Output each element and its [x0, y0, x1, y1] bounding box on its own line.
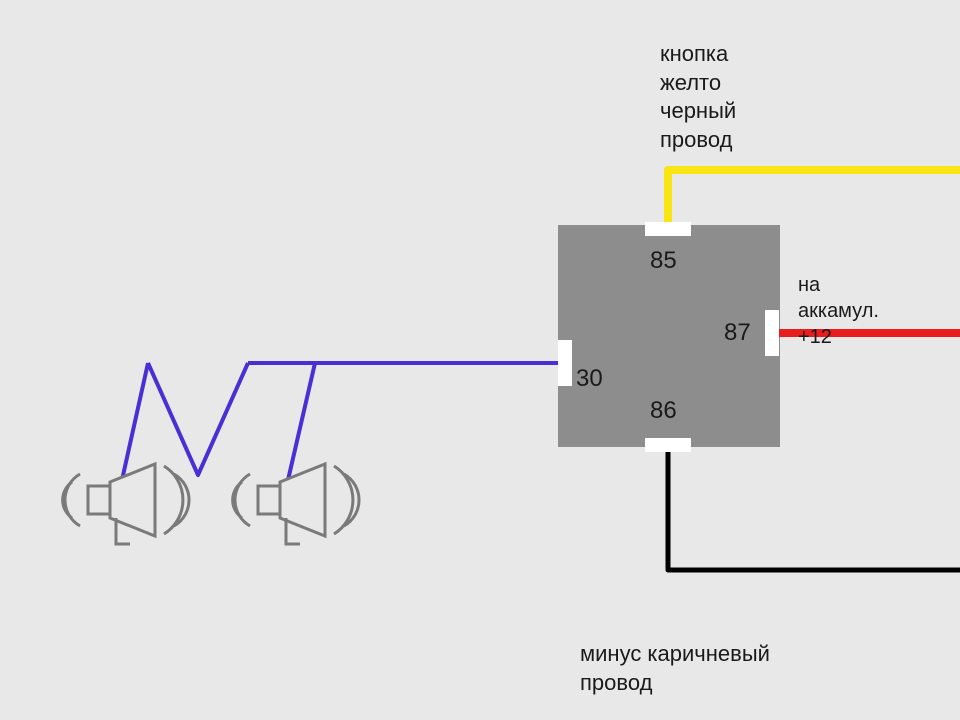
relay-terminal-top — [645, 222, 691, 236]
wire-yellow — [668, 170, 960, 222]
relay-terminal-left — [558, 340, 572, 386]
relay-pin-87: 87 — [724, 319, 751, 346]
label-bottom: минус каричневый провод — [580, 640, 770, 697]
horn-icon — [63, 464, 189, 544]
relay-terminal-right — [765, 310, 779, 356]
relay-terminal-bottom — [645, 438, 691, 452]
relay-pin-86: 86 — [650, 397, 677, 424]
wire-black — [668, 452, 960, 570]
relay-pin-85: 85 — [650, 247, 677, 274]
label-top-right: кнопка желто черный провод — [660, 40, 736, 154]
wire-purple-3 — [148, 363, 248, 475]
wire-purple-4 — [122, 363, 148, 480]
relay-pin-30: 30 — [576, 365, 603, 392]
label-battery: на аккамул. +12 — [798, 272, 879, 350]
horn-icon — [233, 464, 359, 544]
wire-purple-1 — [288, 363, 315, 480]
